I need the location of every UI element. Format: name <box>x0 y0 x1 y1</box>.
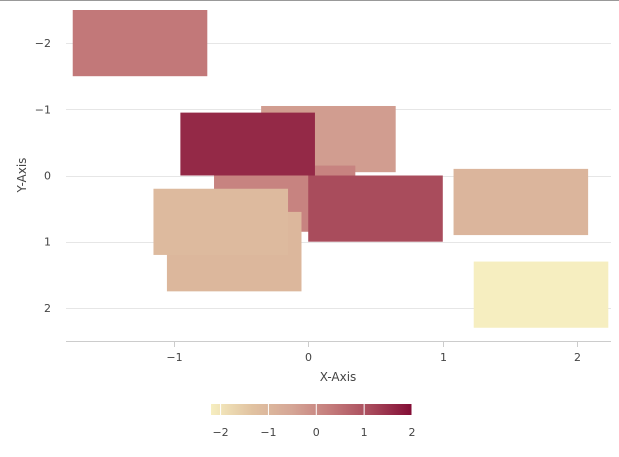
legend-tick-label-0: −2 <box>212 426 228 439</box>
y-tick-label-3: 1 <box>44 236 51 249</box>
legend-tick-label-4: 2 <box>409 426 416 439</box>
legend-color-bar <box>211 404 412 415</box>
x-axis-title: X-Axis <box>320 370 357 384</box>
heatmap-cell-0 <box>72 10 208 77</box>
x-tick-label-2: 1 <box>440 351 447 364</box>
x-tick-label-1: 0 <box>305 351 312 364</box>
x-axis-ticks: −1 0 1 2 <box>166 341 581 364</box>
heatmap-cell-4 <box>153 188 289 255</box>
x-tick-label-0: −1 <box>166 351 182 364</box>
y-tick-label-0: −2 <box>35 37 51 50</box>
heatmap-cell-5 <box>180 112 315 176</box>
y-axis-title: Y-Axis <box>15 158 29 194</box>
y-axis-ticks: −2 −1 0 1 2 <box>35 37 51 315</box>
legend-tick-label-3: 1 <box>361 426 368 439</box>
heatmap-cell-6 <box>308 175 443 242</box>
x-tick-label-3: 2 <box>574 351 581 364</box>
legend-tick-label-1: −1 <box>260 426 276 439</box>
legend-tick-label-2: 0 <box>313 426 320 439</box>
heatmap-cells <box>72 10 609 328</box>
y-tick-label-1: −1 <box>35 103 51 116</box>
heatmap-cell-7 <box>453 168 589 236</box>
heatmap-cell-8 <box>473 261 609 328</box>
y-tick-label-2: 0 <box>44 170 51 183</box>
color-legend: −2 −1 0 1 2 <box>211 404 416 439</box>
y-tick-label-4: 2 <box>44 302 51 315</box>
